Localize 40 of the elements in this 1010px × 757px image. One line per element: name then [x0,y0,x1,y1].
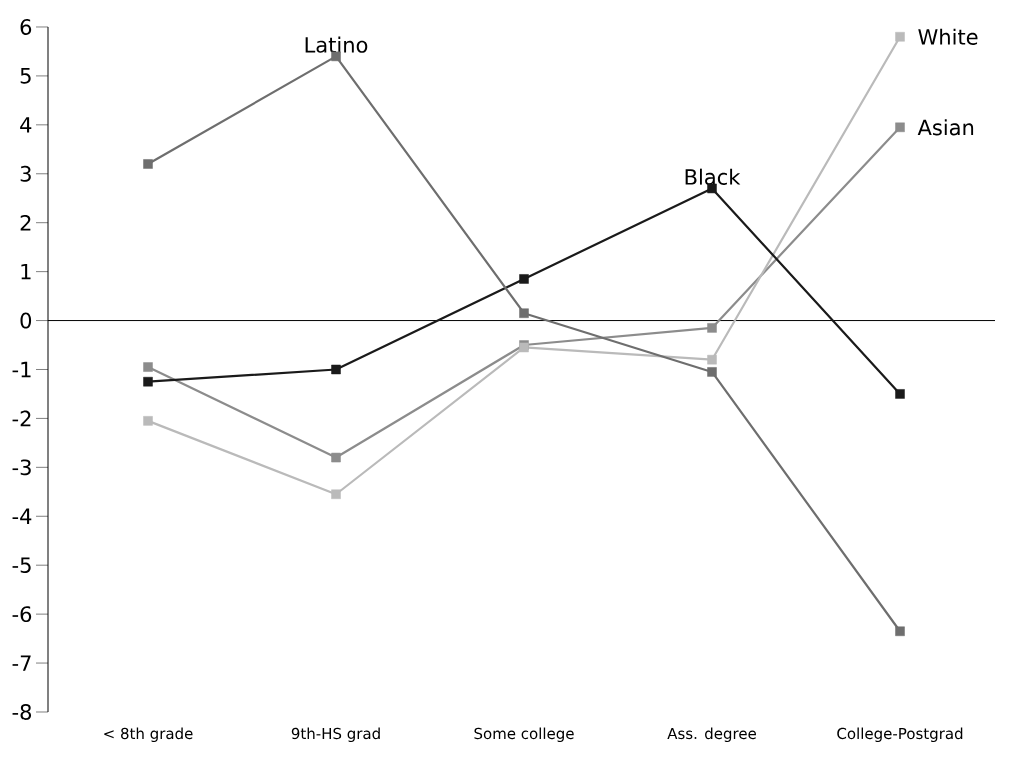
series-label: Asian [917,119,974,136]
x-tick-label: Ass. degree [667,727,756,743]
y-tick-label: 6 [20,19,32,35]
x-tick-label: 9th-HS grad [291,727,380,743]
series-label: Latino [305,36,368,53]
point [707,323,717,333]
point [143,362,153,372]
series-label: Black [685,168,741,185]
x-tick-label: < 8th grade [104,727,193,743]
y-tick-label: 1 [21,263,31,280]
point [895,122,905,133]
point [519,274,529,284]
y-tick-label: -6 [12,606,32,623]
point [707,367,717,377]
point [143,416,153,426]
series-label: White [918,28,978,45]
point [895,626,905,636]
y-tick-label: -1 [12,361,31,378]
y-tick-label: -8 [12,704,32,720]
point [331,364,341,375]
point [895,32,905,42]
x-tick-label: Some college [474,727,574,743]
point [143,159,153,169]
y-tick-label: 4 [20,117,32,133]
point [519,308,529,318]
point [707,354,717,365]
y-tick-label: 2 [20,214,31,231]
y-tick-label: -7 [12,655,31,671]
y-tick-label: 3 [20,165,31,182]
point [895,389,905,399]
point [331,489,341,499]
y-tick-label: -2 [12,410,31,427]
y-tick-label: 5 [20,68,31,84]
y-tick-label: -4 [12,508,32,524]
y-tick-label: -3 [12,459,31,476]
x-tick-label: College-Postgrad [837,727,963,743]
y-tick-label: -5 [12,557,31,573]
y-tick-label: 0 [20,312,32,329]
point [331,452,341,463]
point [143,376,153,387]
